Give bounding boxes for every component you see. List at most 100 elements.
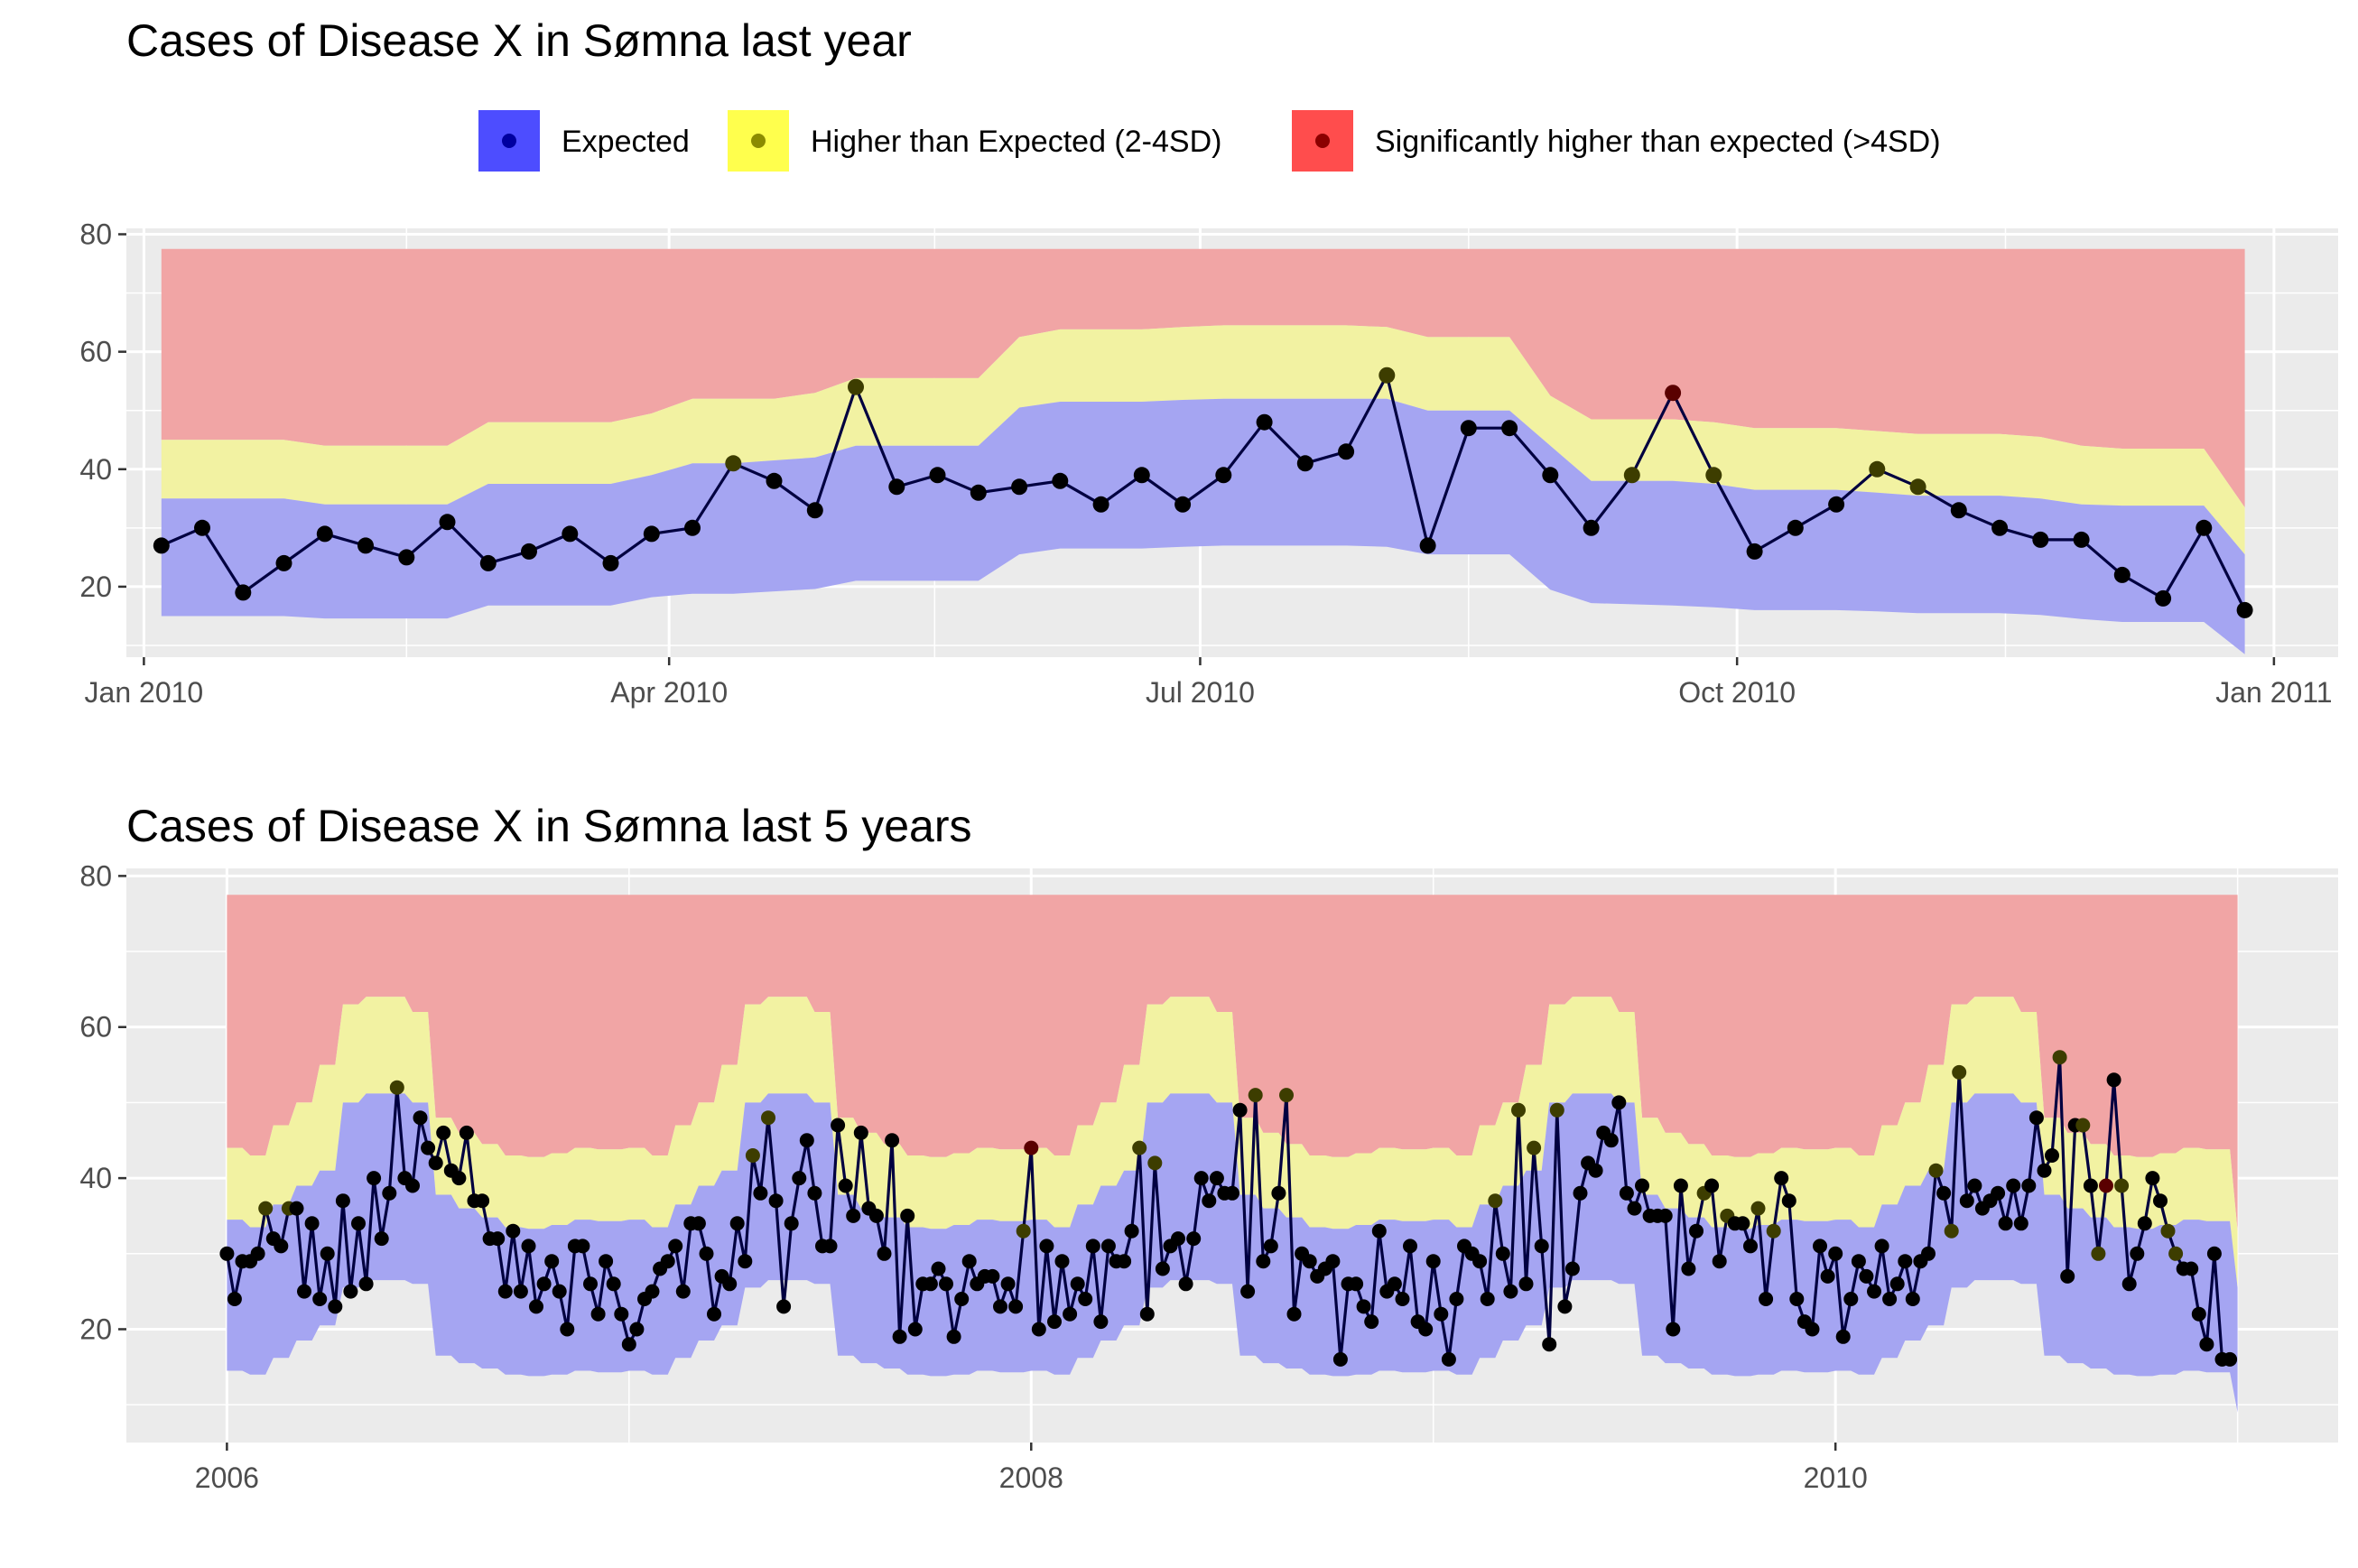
year-cases-line	[161, 374, 2247, 611]
five-year-data-point	[2021, 1178, 2037, 1193]
five-year-data-point	[1240, 1284, 1256, 1299]
five-year-data-point	[1557, 1299, 1573, 1314]
five-year-data-point	[2184, 1261, 2199, 1276]
five-year-data-point	[506, 1223, 521, 1239]
five-year-data-point	[1835, 1329, 1851, 1344]
year-data-point	[2073, 531, 2090, 548]
year-data-point	[806, 502, 823, 519]
five-year-data-point	[529, 1299, 543, 1314]
five-year-y-tick-label: 60	[79, 1011, 112, 1044]
five-year-data-point	[1425, 1254, 1441, 1269]
five-year-data-point	[1449, 1292, 1464, 1306]
legend-point-significant	[1315, 134, 1330, 148]
five-year-data-point	[784, 1216, 799, 1231]
year-data-point	[398, 549, 415, 566]
five-year-data-point	[536, 1276, 552, 1292]
five-year-data-point	[1371, 1223, 1387, 1239]
five-year-data-point	[1921, 1246, 1936, 1261]
five-year-data-point	[831, 1118, 846, 1133]
year-y-tick-label: 20	[79, 571, 112, 603]
five-year-data-point	[1225, 1185, 1239, 1201]
year-data-point	[357, 537, 374, 554]
five-year-data-point	[745, 1148, 760, 1163]
five-year-data-point	[1186, 1231, 1202, 1247]
five-year-data-point	[761, 1110, 775, 1126]
year-data-point	[275, 554, 292, 571]
five-year-data-point	[335, 1193, 350, 1209]
five-year-data-point	[1364, 1314, 1379, 1330]
five-year-data-point	[1232, 1102, 1248, 1118]
five-year-data-point	[1619, 1185, 1634, 1201]
five-year-data-point	[799, 1133, 814, 1148]
panel2-title: Cases of Disease X in Sømna last 5 years	[126, 801, 972, 851]
five-year-data-point	[552, 1284, 567, 1299]
year-data-point	[235, 584, 252, 601]
year-band-higher	[161, 325, 2245, 555]
five-year-data-point	[1673, 1178, 1688, 1193]
year-data-point	[1828, 496, 1845, 513]
five-year-data-point	[907, 1322, 923, 1337]
five-year-data-point	[1898, 1254, 1913, 1269]
five-year-data-point	[691, 1216, 706, 1231]
five-year-data-point	[2075, 1118, 2091, 1133]
five-year-data-point	[1712, 1254, 1727, 1269]
five-year-data-point	[1750, 1201, 1766, 1216]
five-year-data-point	[1527, 1140, 1542, 1155]
five-year-data-point	[1867, 1284, 1881, 1299]
five-year-data-point	[1573, 1185, 1588, 1201]
five-year-data-point	[2006, 1178, 2021, 1193]
five-year-data-point	[1039, 1239, 1054, 1254]
five-year-data-point	[312, 1292, 328, 1306]
five-year-data-point	[1441, 1351, 1456, 1367]
five-year-data-point	[1611, 1095, 1627, 1110]
year-data-point	[2155, 589, 2172, 607]
year-data-point	[194, 519, 210, 536]
five-year-data-point	[738, 1254, 753, 1269]
year-band-significant	[161, 248, 2245, 508]
five-year-data-point	[1774, 1171, 1789, 1186]
five-year-data-point	[1549, 1102, 1564, 1118]
five-year-data-point	[1635, 1178, 1649, 1193]
five-year-data-point	[1967, 1178, 1982, 1193]
five-year-data-point	[1627, 1201, 1642, 1216]
five-year-data-point	[985, 1268, 1000, 1284]
legend-item-higher: Higher than Expected (2-4SD)	[728, 110, 1221, 172]
year-data-point	[1092, 496, 1109, 513]
five-year-data-point	[838, 1178, 853, 1193]
five-year-data-point	[1139, 1306, 1155, 1322]
year-data-point	[1623, 467, 1640, 484]
five-year-data-point	[250, 1246, 265, 1261]
five-year-data-point	[614, 1306, 629, 1322]
five-year-data-point	[1286, 1306, 1302, 1322]
five-year-data-point	[1766, 1223, 1781, 1239]
year-data-point	[1705, 467, 1722, 484]
five-year-data-point	[1518, 1276, 1534, 1292]
five-year-data-point	[792, 1171, 807, 1186]
five-year-data-point	[877, 1246, 892, 1261]
five-year-data-point	[1209, 1171, 1224, 1186]
five-year-data-point	[405, 1178, 420, 1193]
five-year-data-point	[599, 1254, 614, 1269]
five-year-data-point	[1542, 1337, 1557, 1352]
five-year-data-point	[606, 1276, 621, 1292]
year-data-point	[1501, 420, 1518, 437]
year-data-point	[153, 537, 170, 554]
legend-label-significant: Significantly higher than expected (>4SD…	[1375, 125, 1941, 159]
five-year-data-point	[1789, 1292, 1805, 1306]
year-data-point	[1746, 543, 1763, 560]
five-year-data-point	[2083, 1178, 2098, 1193]
year-data-point	[2113, 566, 2131, 583]
five-year-data-point	[451, 1171, 467, 1186]
legend-point-expected	[502, 134, 516, 148]
five-year-data-point	[436, 1125, 451, 1140]
five-year-band-higher	[227, 997, 2238, 1288]
five-year-data-point	[1588, 1163, 1603, 1178]
five-year-data-point	[1944, 1223, 1959, 1239]
year-data-point	[1869, 460, 1886, 478]
five-year-data-point	[1047, 1314, 1062, 1330]
five-year-data-point	[1008, 1299, 1024, 1314]
five-year-data-point	[1302, 1254, 1317, 1269]
five-year-data-point	[590, 1306, 606, 1322]
year-data-point	[848, 378, 864, 395]
five-year-data-point	[560, 1322, 575, 1337]
